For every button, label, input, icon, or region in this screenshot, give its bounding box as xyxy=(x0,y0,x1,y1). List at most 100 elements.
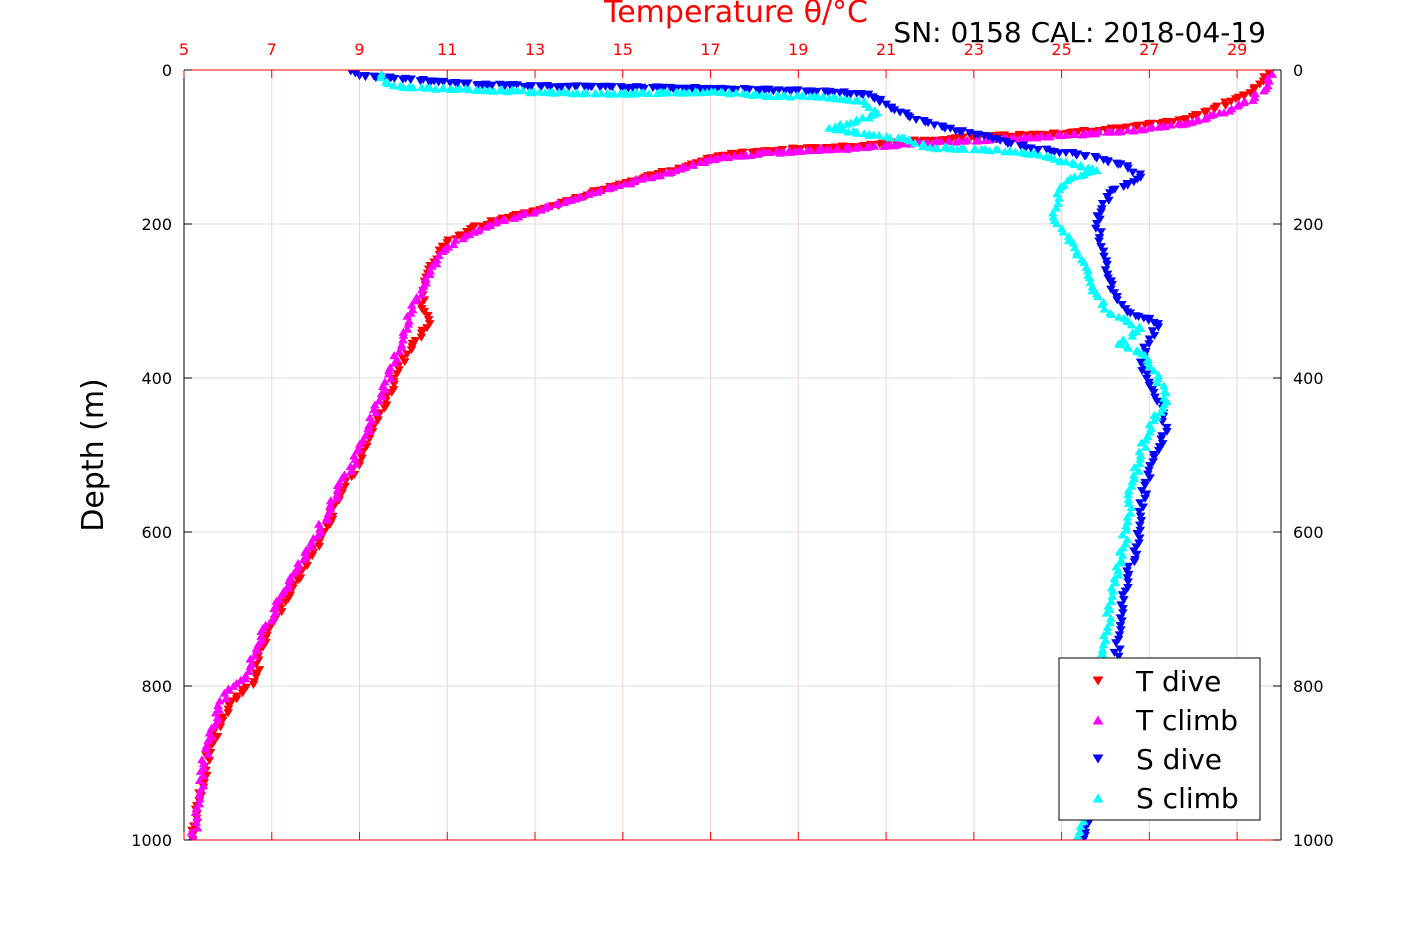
data-point xyxy=(545,83,556,92)
data-point xyxy=(582,88,592,97)
data-point xyxy=(992,145,1003,154)
data-point xyxy=(1096,228,1106,237)
data-point xyxy=(1113,566,1123,575)
data-point xyxy=(1144,123,1155,132)
y-axis-label: Depth (m) xyxy=(76,378,111,532)
data-point xyxy=(271,596,282,605)
data-point xyxy=(572,82,582,91)
data-point xyxy=(1140,442,1151,451)
data-point xyxy=(300,548,310,557)
data-point xyxy=(423,311,433,320)
data-point xyxy=(1137,367,1147,376)
y-tick-label-right: 800 xyxy=(1293,677,1324,696)
legend-label: S dive xyxy=(1136,743,1222,776)
data-point xyxy=(945,124,956,133)
data-point xyxy=(604,184,615,193)
data-point xyxy=(1140,121,1150,130)
data-point xyxy=(1087,282,1098,291)
data-point xyxy=(526,82,537,91)
data-point xyxy=(980,136,990,145)
data-point xyxy=(245,654,256,663)
data-point xyxy=(1073,831,1083,840)
data-point xyxy=(416,290,427,299)
data-point xyxy=(1137,487,1147,496)
y-tick-label-right: 0 xyxy=(1293,61,1303,80)
data-point xyxy=(437,83,448,92)
data-point xyxy=(352,446,363,455)
data-point xyxy=(490,218,501,227)
data-point xyxy=(1121,521,1131,530)
data-point xyxy=(464,85,475,94)
data-point xyxy=(241,683,252,692)
data-point xyxy=(406,346,417,355)
series-t-climb xyxy=(186,70,1278,840)
data-point xyxy=(879,141,889,150)
data-point xyxy=(971,136,982,145)
data-point xyxy=(332,481,343,490)
data-point xyxy=(1129,122,1140,131)
data-point xyxy=(852,95,863,104)
data-point xyxy=(607,83,618,92)
data-point xyxy=(392,370,402,379)
data-point xyxy=(1117,530,1128,539)
data-point xyxy=(1034,150,1045,159)
data-point xyxy=(248,680,259,689)
data-point xyxy=(836,143,847,152)
data-point xyxy=(1187,112,1198,121)
data-point xyxy=(1232,101,1243,110)
data-point xyxy=(1111,639,1121,648)
data-point xyxy=(1099,252,1109,261)
data-point xyxy=(442,239,453,248)
data-point xyxy=(325,496,336,505)
data-point xyxy=(1199,108,1210,117)
data-point xyxy=(1081,152,1091,161)
data-point xyxy=(1048,208,1058,217)
data-point xyxy=(1162,427,1172,436)
data-point xyxy=(1152,378,1163,387)
data-point xyxy=(717,88,728,97)
data-point xyxy=(1102,127,1112,136)
y-tick-label-right: 400 xyxy=(1293,369,1324,388)
data-point xyxy=(1102,627,1113,636)
legend-label: S climb xyxy=(1136,782,1239,815)
data-point xyxy=(307,552,318,561)
data-point xyxy=(1140,481,1150,490)
data-point xyxy=(1161,423,1172,432)
data-point xyxy=(785,92,796,101)
data-point xyxy=(198,759,209,767)
data-point xyxy=(729,151,740,160)
data-point xyxy=(1076,836,1082,840)
x-tick-label: 27 xyxy=(1139,40,1159,59)
data-point xyxy=(905,136,916,145)
data-point xyxy=(374,396,384,405)
data-point xyxy=(812,87,822,96)
data-point xyxy=(481,222,491,231)
data-point xyxy=(1138,503,1149,512)
data-point xyxy=(305,542,316,551)
data-point xyxy=(1149,366,1159,375)
data-point xyxy=(1118,182,1129,191)
x-tick-label: 17 xyxy=(700,40,720,59)
data-point xyxy=(614,180,624,189)
data-point xyxy=(223,709,233,718)
data-point xyxy=(386,388,397,397)
data-point xyxy=(1245,89,1256,98)
data-point xyxy=(384,365,394,374)
data-point xyxy=(1054,193,1064,202)
data-point xyxy=(743,86,754,95)
data-point xyxy=(1049,154,1060,163)
x-tick-label: 21 xyxy=(876,40,896,59)
data-point xyxy=(881,100,891,109)
data-point xyxy=(298,555,309,564)
data-point xyxy=(1149,331,1160,340)
data-point xyxy=(910,138,920,147)
data-point xyxy=(802,146,812,155)
data-point xyxy=(194,775,205,784)
data-point xyxy=(1147,327,1158,336)
data-point xyxy=(1161,388,1171,397)
data-point xyxy=(1117,550,1128,559)
data-point xyxy=(332,493,342,502)
data-point xyxy=(203,735,213,744)
data-point xyxy=(660,168,671,177)
